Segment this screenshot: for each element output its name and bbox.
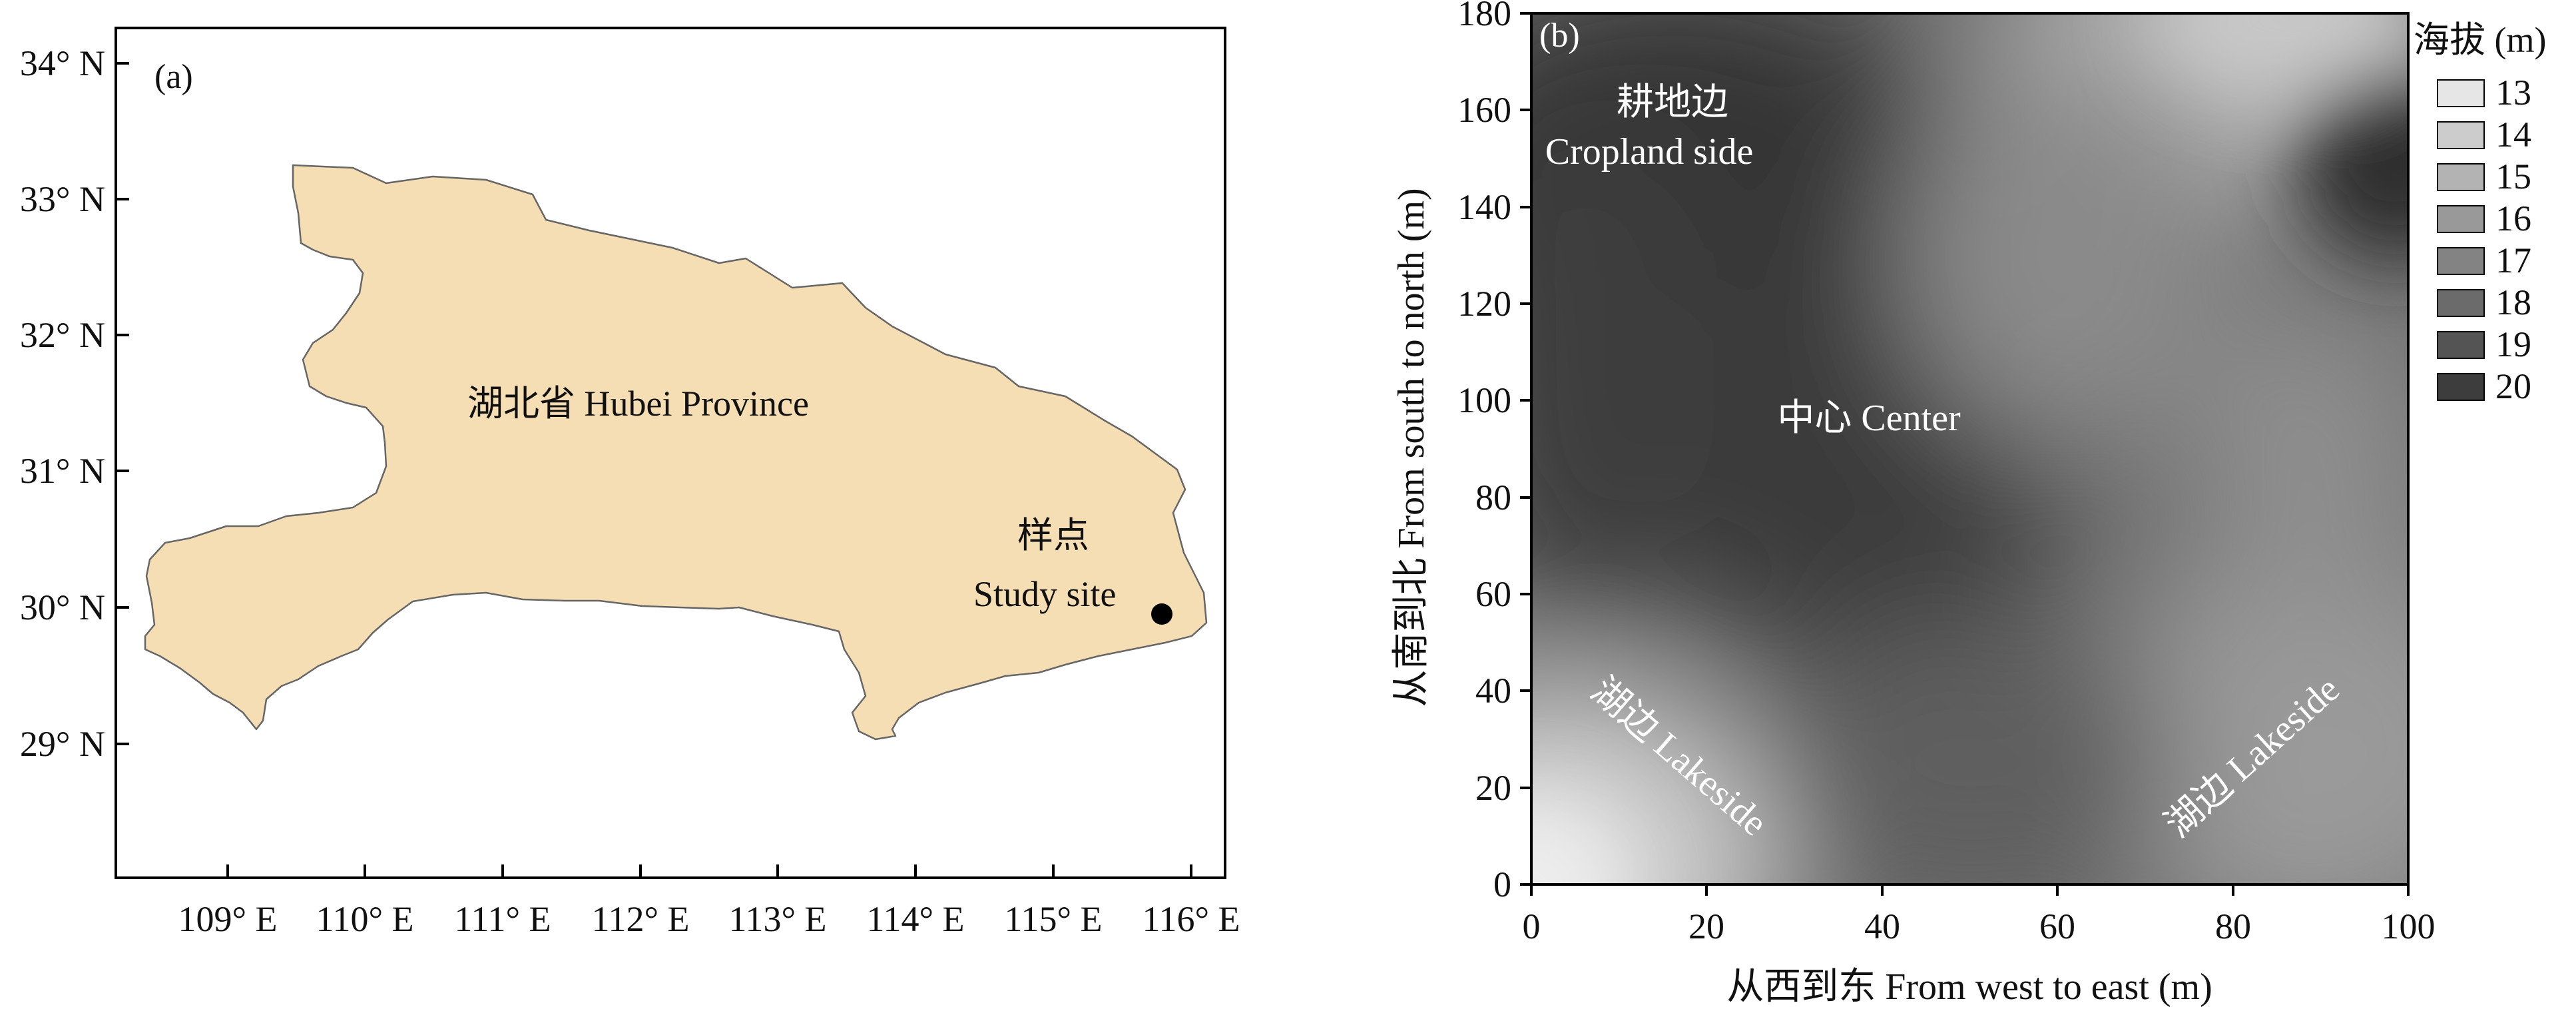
center-label: 中心 Center xyxy=(1777,398,1961,439)
legend-label: 14 xyxy=(2495,115,2531,155)
legend-title: 海拔 (m) xyxy=(2414,20,2546,60)
lat-tick-label: 33° N xyxy=(20,179,105,219)
lon-tick-label: 112° E xyxy=(591,899,689,939)
lon-tick-label: 110° E xyxy=(316,899,413,939)
panel-a-map: (a) 湖北省 Hubei Province 样点 Study site 34°… xyxy=(20,27,1240,939)
lon-tick-label: 115° E xyxy=(1004,899,1102,939)
lon-tick-label: 109° E xyxy=(178,899,277,939)
legend-item: 18 xyxy=(2437,282,2531,322)
study-site-label-en: Study site xyxy=(973,574,1117,614)
y-axis-title: 从南到北 From south to north (m) xyxy=(1391,188,1432,707)
legend-swatch xyxy=(2437,247,2485,275)
legend-label: 19 xyxy=(2495,324,2531,364)
study-site-label-cn: 样点 xyxy=(1017,515,1089,555)
y-tick-label: 0 xyxy=(1493,864,1511,904)
legend-label: 16 xyxy=(2495,198,2531,238)
lat-tick-label: 32° N xyxy=(20,315,105,355)
x-tick-label: 60 xyxy=(2039,906,2075,946)
panel-b-label: (b) xyxy=(1539,17,1580,55)
province-label: 湖北省 Hubei Province xyxy=(467,384,809,424)
x-tick-label: 20 xyxy=(1688,906,1724,946)
legend-item: 15 xyxy=(2437,157,2531,196)
y-tick-label: 60 xyxy=(1475,574,1511,614)
longitude-axis: 109° E 110° E 111° E 112° E 113° E 114° … xyxy=(178,864,1240,939)
lon-tick-label: 113° E xyxy=(728,899,826,939)
y-tick-label: 20 xyxy=(1475,768,1511,808)
hubei-province-shape xyxy=(144,164,1208,741)
x-axis: 0 20 40 60 80 100 从西到东 From west to east… xyxy=(1523,884,2436,1008)
panel-a-label: (a) xyxy=(154,58,193,96)
latitude-axis: 34° N 33° N 32° N 31° N 30° N 29° N xyxy=(20,43,129,764)
legend-swatch xyxy=(2437,373,2485,401)
x-tick-label: 80 xyxy=(2215,906,2251,946)
lat-tick-label: 29° N xyxy=(20,724,105,764)
legend-item: 19 xyxy=(2437,324,2531,364)
lat-tick-label: 34° N xyxy=(20,43,105,83)
legend-swatch xyxy=(2437,79,2485,107)
legend-item: 17 xyxy=(2437,240,2531,280)
cropland-label-en: Cropland side xyxy=(1545,131,1754,172)
legend-item: 14 xyxy=(2437,115,2531,155)
legend-item: 20 xyxy=(2437,366,2531,406)
y-tick-label: 120 xyxy=(1457,284,1511,324)
y-tick-label: 180 xyxy=(1457,0,1511,33)
legend-label: 17 xyxy=(2495,240,2531,280)
legend-label: 15 xyxy=(2495,157,2531,196)
study-site-marker xyxy=(1151,603,1172,625)
legend-swatch xyxy=(2437,289,2485,317)
lon-tick-label: 111° E xyxy=(454,899,551,939)
elevation-legend: 海拔 (m) 13 14 15 16 17 xyxy=(2414,20,2546,406)
x-tick-label: 100 xyxy=(2382,906,2436,946)
legend-swatch xyxy=(2437,121,2485,149)
x-tick-label: 40 xyxy=(1864,906,1900,946)
legend-item: 16 xyxy=(2437,198,2531,238)
panel-b-frame xyxy=(1530,12,2410,886)
cropland-label-cn: 耕地边 xyxy=(1617,82,1728,123)
panel-b-elevation-map: (b) 耕地边 Cropland side 中心 Center 湖边 Lakes… xyxy=(1391,0,2546,1008)
x-tick-label: 0 xyxy=(1523,906,1541,946)
y-tick-label: 80 xyxy=(1475,478,1511,517)
lat-tick-label: 31° N xyxy=(20,451,105,491)
legend-label: 13 xyxy=(2495,73,2531,113)
y-tick-label: 140 xyxy=(1457,187,1511,227)
elevation-surface xyxy=(1531,13,2408,884)
legend-swatch xyxy=(2437,163,2485,191)
y-tick-label: 160 xyxy=(1457,90,1511,130)
lon-tick-label: 114° E xyxy=(866,899,964,939)
y-tick-label: 100 xyxy=(1457,380,1511,420)
legend-swatch xyxy=(2437,331,2485,359)
y-axis: 0 20 40 60 80 100 120 140 160 180 从南到北 F… xyxy=(1391,0,1531,904)
legend-item: 13 xyxy=(2437,73,2531,113)
legend-label: 20 xyxy=(2495,366,2531,406)
x-axis-title: 从西到东 From west to east (m) xyxy=(1726,966,2212,1008)
legend-swatch xyxy=(2437,205,2485,233)
legend-label: 18 xyxy=(2495,282,2531,322)
lon-tick-label: 116° E xyxy=(1142,899,1240,939)
y-tick-label: 40 xyxy=(1475,671,1511,711)
lat-tick-label: 30° N xyxy=(20,587,105,627)
